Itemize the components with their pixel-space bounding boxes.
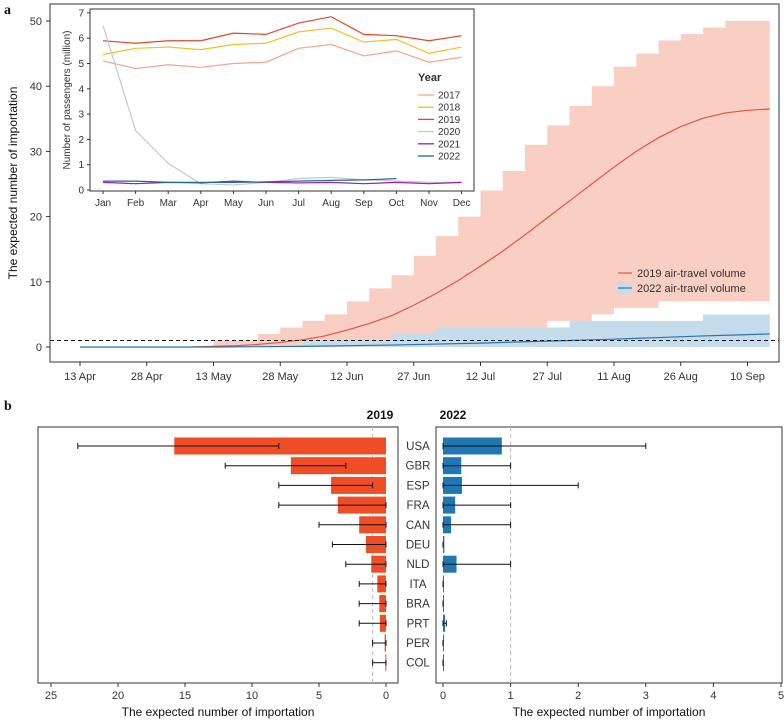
band-2019 — [191, 21, 770, 347]
bar-x-axis-label-2022: The expected number of importation — [513, 705, 706, 719]
inset-y-tick-label: 6 — [78, 34, 84, 45]
bar-usa — [174, 437, 386, 455]
inset-x-tick-label: Apr — [193, 198, 209, 209]
inset-y-tick-label: 4 — [78, 84, 84, 95]
inset-chart: 0 1 2 3 4 5 6 7 Jan Feb Mar Apr May Jun Jul Aug Sep Oct No… — [62, 8, 475, 209]
main-plot-frame — [49, 3, 780, 363]
y-tick-label: 40 — [30, 81, 42, 93]
band-2022 — [80, 314, 770, 347]
country-label-deu: DEU — [406, 540, 430, 552]
inset-y-tick-label: 0 — [78, 186, 84, 197]
bar-chart-2019: 0 5 10 15 20 25 The expected number of importa… — [37, 408, 431, 719]
bar-x-tick-label-2022: 1 — [508, 690, 514, 702]
country-label-prt: PRT — [407, 618, 430, 630]
inset-y-tick-label: 3 — [78, 110, 84, 121]
bar-chart-2022: 0 1 2 3 4 5 The expected number of importation… — [435, 408, 784, 719]
bar-frame-2022 — [435, 426, 783, 684]
bar-x-tick-label-2022: 4 — [710, 690, 716, 702]
bar-title-2019: 2019 — [367, 408, 394, 422]
x-tick-label: 12 Jul — [466, 371, 495, 383]
y-tick-label: 30 — [30, 146, 42, 158]
x-tick-label: 26 Aug — [664, 371, 698, 383]
inset-x-tick-label: Jun — [258, 198, 274, 209]
x-tick-label: 12 Jun — [330, 371, 363, 383]
inset-y-tick-label: 2 — [78, 135, 84, 146]
y-tick-label: 20 — [30, 212, 42, 224]
x-tick-label: 11 Aug — [597, 371, 630, 383]
country-label-can: CAN — [406, 520, 430, 532]
x-tick-label: 28 May — [262, 371, 299, 383]
inset-x-tick-label: Mar — [160, 198, 178, 209]
bar-x-tick-label-2022: 0 — [440, 690, 446, 702]
country-label-col: COL — [406, 658, 430, 670]
panel-letter-b: b — [4, 399, 12, 414]
inset-y-tick-label: 7 — [78, 8, 84, 19]
x-tick-label: 27 Jul — [533, 371, 562, 383]
bar-x-tick-label-2019: 20 — [112, 690, 124, 702]
inset-x-tick-label: Oct — [389, 198, 405, 209]
inset-x-tick-label: Sep — [355, 198, 373, 209]
legend-label-2022: 2022 air-travel volume — [637, 283, 746, 295]
bar-title-2022: 2022 — [440, 408, 467, 422]
inset-y-tick-label: 5 — [78, 59, 84, 70]
inset-x-tick-label: Feb — [127, 198, 145, 209]
inset-x-tick-label: Nov — [420, 198, 438, 209]
country-label-bra: BRA — [406, 599, 430, 611]
inset-legend-label-2018: 2018 — [438, 103, 461, 114]
inset-x-tick-label: Jan — [95, 198, 111, 209]
inset-line-2019 — [102, 16, 462, 44]
bar-frame-2019 — [37, 426, 399, 684]
inset-legend-label-2019: 2019 — [438, 115, 461, 126]
inset-line-2017 — [102, 43, 462, 70]
country-label-usa: USA — [406, 441, 430, 453]
x-tick-label: 13 May — [195, 371, 232, 383]
inset-legend-title: Year — [418, 72, 442, 84]
inset-line-2020 — [102, 25, 462, 186]
inset-line-2018 — [102, 27, 462, 56]
country-label-nld: NLD — [406, 559, 429, 571]
bar-x-tick-label-2019: 10 — [246, 690, 258, 702]
x-tick-label: 27 Jun — [397, 371, 430, 383]
country-label-fra: FRA — [407, 500, 430, 512]
country-label-gbr: GBR — [406, 461, 431, 473]
x-tick-label: 13 Apr — [64, 371, 96, 383]
line-2019 — [191, 108, 770, 348]
inset-legend-label-2021: 2021 — [438, 139, 461, 150]
bar-x-tick-label-2019: 0 — [383, 690, 389, 702]
bar-deu — [443, 536, 445, 553]
bar-x-tick-label-2019: 15 — [179, 690, 191, 702]
y-tick-label: 0 — [36, 342, 42, 354]
inset-y-axis-label: Number of passengers (million) — [62, 31, 73, 170]
bar-x-tick-label-2019: 5 — [316, 690, 322, 702]
inset-x-tick-label: Aug — [322, 198, 340, 209]
x-tick-label: 28 Apr — [131, 371, 163, 383]
country-label-per: PER — [406, 638, 430, 650]
bar-x-tick-label-2022: 5 — [778, 690, 784, 702]
bar-x-tick-label-2022: 3 — [643, 690, 649, 702]
inset-legend-label-2020: 2020 — [438, 127, 461, 138]
inset-line-2022 — [103, 178, 397, 184]
y-tick-label: 50 — [30, 16, 42, 28]
y-tick-label: 10 — [30, 277, 42, 289]
line-2022 — [80, 333, 770, 348]
y-axis-label: The expected number of importation — [6, 87, 20, 280]
bar-x-axis-label-2019: The expected number of importation — [122, 705, 315, 719]
inset-x-tick-label: Jul — [292, 198, 305, 209]
inset-x-tick-label: Dec — [453, 198, 471, 209]
inset-legend-label-2017: 2017 — [438, 91, 461, 102]
x-tick-label: 10 Sep — [730, 371, 765, 383]
legend-label-2019: 2019 air-travel volume — [637, 268, 746, 280]
country-label-esp: ESP — [406, 480, 429, 492]
bar-x-tick-label-2019: 25 — [45, 690, 57, 702]
inset-y-tick-label: 1 — [78, 160, 84, 171]
bar-x-tick-label-2022: 2 — [575, 690, 581, 702]
inset-legend-label-2022: 2022 — [438, 152, 461, 163]
inset-x-tick-label: May — [224, 198, 243, 209]
inset-plot-frame — [89, 8, 475, 192]
panel-letter-a: a — [4, 3, 11, 18]
country-label-ita: ITA — [409, 579, 426, 591]
